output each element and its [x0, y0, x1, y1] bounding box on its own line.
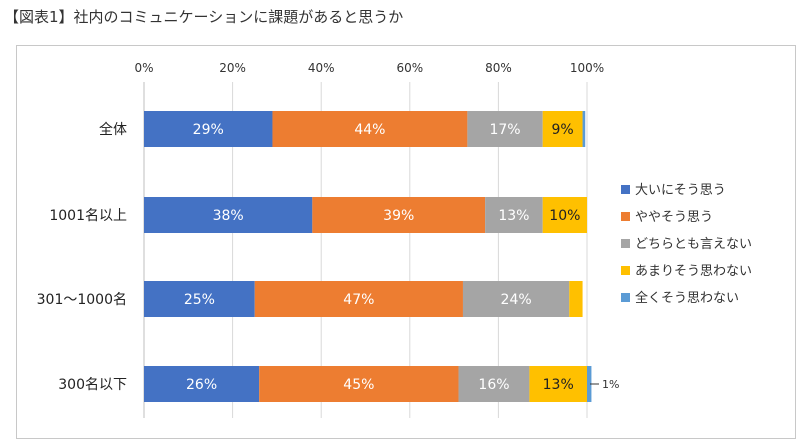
bar-segment: [458, 366, 530, 402]
annotation-label: 1%: [602, 378, 619, 391]
x-tick-label: 0%: [134, 61, 153, 75]
bar-segment: [259, 366, 459, 402]
bar-segment: [144, 111, 273, 147]
bar-segment: [467, 111, 543, 147]
data-label: 13%: [498, 208, 529, 224]
data-label: 39%: [383, 208, 414, 224]
bar-segment: [312, 197, 486, 233]
data-label: 26%: [186, 377, 217, 393]
legend-label: どちらとも言えない: [635, 237, 752, 252]
category-label: 1001名以上: [49, 208, 127, 224]
bar-segment: [272, 111, 468, 147]
bar-segment: [485, 197, 543, 233]
bar-segment: [529, 366, 587, 402]
chart-title: 【図表1】社内のコミュニケーションに課題があると思うか: [4, 8, 404, 26]
legend-label: 大いにそう思う: [635, 183, 726, 198]
data-label: 10%: [549, 208, 580, 224]
category-label: 全体: [99, 121, 127, 138]
legend-swatch: [621, 212, 630, 221]
data-label: 24%: [501, 292, 532, 308]
legend-swatch: [621, 293, 630, 302]
bar-segment: [144, 366, 260, 402]
data-label: 44%: [354, 122, 385, 138]
data-label: 25%: [184, 292, 215, 308]
bar-segment: [254, 281, 463, 317]
bar-segment: [542, 197, 587, 233]
bar-segment: [462, 281, 570, 317]
legend-swatch: [621, 266, 630, 275]
data-label: 45%: [343, 377, 374, 393]
bar-segment: [144, 281, 255, 317]
bar-segment: [542, 111, 583, 147]
data-label: 17%: [489, 122, 520, 138]
x-tick-label: 60%: [396, 61, 423, 75]
bar-segment: [582, 111, 586, 147]
x-tick-label: 40%: [308, 61, 335, 75]
bar-segment: [587, 366, 592, 402]
data-label: 38%: [213, 208, 244, 224]
category-label: 300名以下: [58, 377, 127, 393]
category-label: 301〜1000名: [37, 292, 127, 308]
data-label: 13%: [543, 377, 574, 393]
legend-label: 全くそう思わない: [635, 290, 739, 306]
legend-label: あまりそう思わない: [635, 264, 752, 279]
x-tick-label: 20%: [219, 61, 246, 75]
data-label: 9%: [552, 122, 574, 138]
legend-label: ややそう思う: [635, 210, 713, 225]
bar-segment: [569, 281, 583, 317]
legend-swatch: [621, 239, 630, 248]
data-label: 47%: [343, 292, 374, 308]
data-label: 16%: [478, 377, 509, 393]
data-label: 29%: [193, 122, 224, 138]
bar-segment: [144, 197, 313, 233]
x-tick-label: 100%: [570, 61, 604, 75]
legend-swatch: [621, 185, 630, 194]
x-tick-label: 80%: [485, 61, 512, 75]
